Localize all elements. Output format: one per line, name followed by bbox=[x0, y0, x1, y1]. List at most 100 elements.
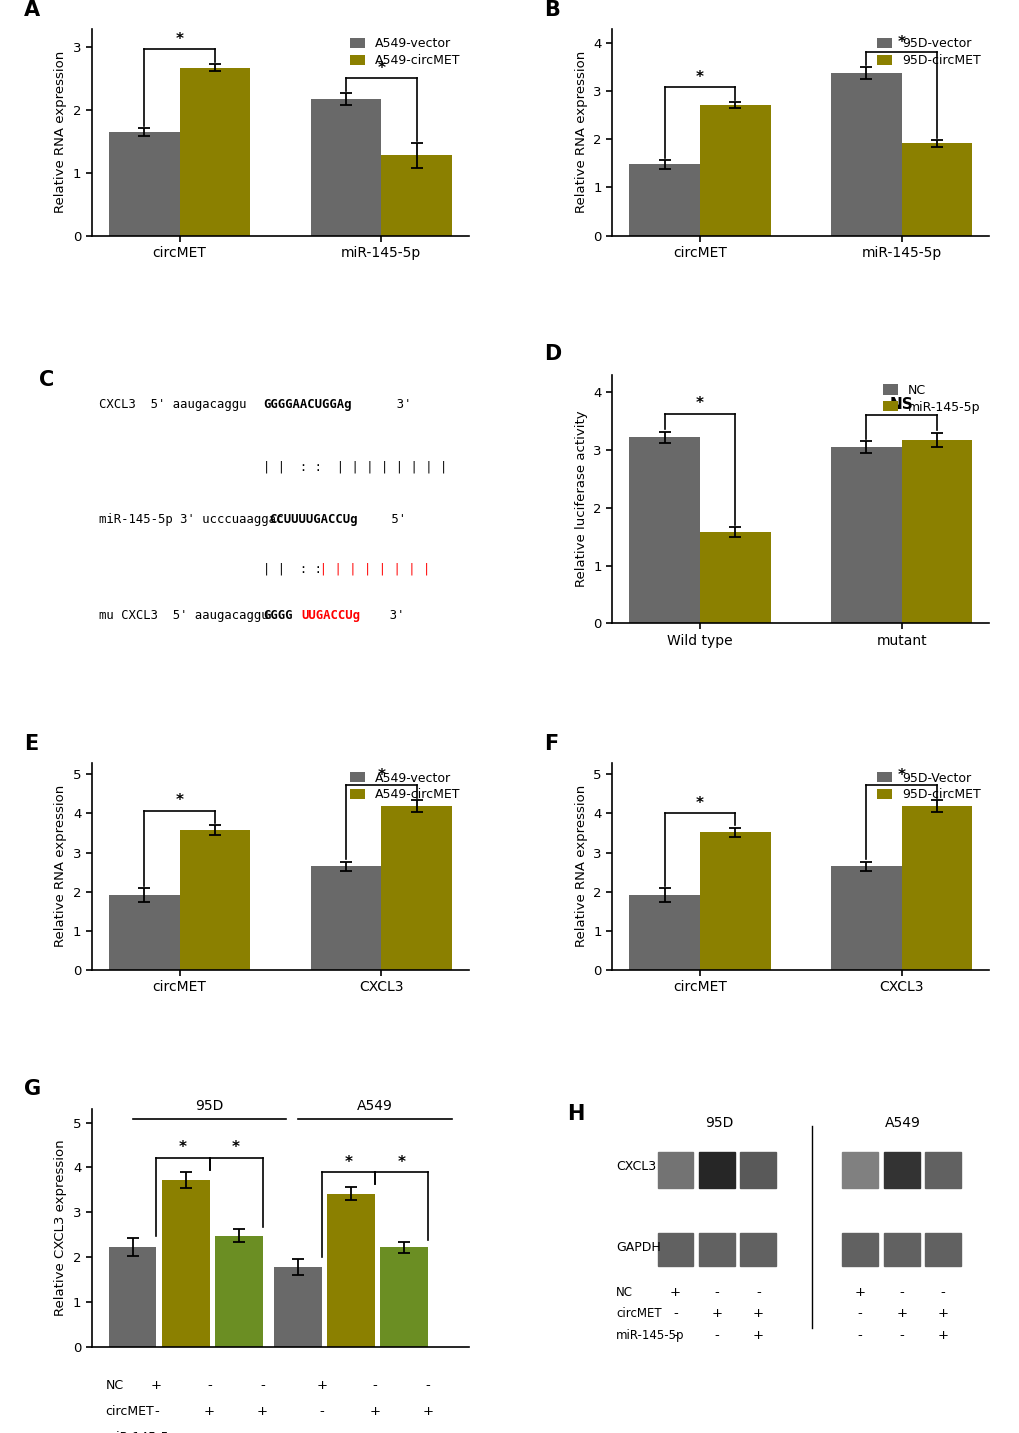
Y-axis label: Relative CXCL3 expression: Relative CXCL3 expression bbox=[54, 1139, 67, 1317]
Bar bbox=[830, 866, 901, 970]
Text: -: - bbox=[857, 1307, 862, 1320]
Y-axis label: Relative RNA expression: Relative RNA expression bbox=[575, 785, 587, 947]
Text: -: - bbox=[260, 1379, 265, 1391]
Text: miR-145-5p 3' ucccuaaggac: miR-145-5p 3' ucccuaaggac bbox=[99, 513, 283, 526]
Bar bbox=[698, 1232, 734, 1267]
Bar bbox=[311, 99, 381, 235]
Bar bbox=[629, 165, 699, 235]
Text: -: - bbox=[154, 1404, 159, 1417]
Text: mu CXCL3  5' aaugacaggu: mu CXCL3 5' aaugacaggu bbox=[99, 609, 269, 622]
Text: miR-145-5p: miR-145-5p bbox=[615, 1328, 684, 1341]
Bar bbox=[109, 894, 179, 970]
Bar bbox=[629, 437, 699, 623]
Text: circMET: circMET bbox=[105, 1404, 154, 1417]
Text: +: + bbox=[669, 1285, 681, 1298]
Text: +: + bbox=[752, 1307, 763, 1320]
Text: -: - bbox=[673, 1307, 678, 1320]
Text: +: + bbox=[369, 1404, 380, 1417]
Text: -: - bbox=[372, 1432, 377, 1433]
Bar bbox=[109, 132, 179, 235]
Text: -: - bbox=[899, 1328, 903, 1341]
Legend: A549-vector, A549-circMET: A549-vector, A549-circMET bbox=[346, 34, 463, 70]
Bar bbox=[179, 830, 250, 970]
Text: 95D: 95D bbox=[195, 1099, 223, 1112]
Text: -: - bbox=[857, 1328, 862, 1341]
Bar bbox=[381, 155, 451, 235]
Text: -: - bbox=[714, 1285, 718, 1298]
Bar bbox=[698, 1152, 734, 1188]
Text: *: * bbox=[695, 397, 703, 411]
Text: +: + bbox=[422, 1432, 433, 1433]
Text: 3': 3' bbox=[374, 609, 404, 622]
Text: H: H bbox=[567, 1105, 584, 1125]
Bar bbox=[657, 1232, 693, 1267]
Text: +: + bbox=[710, 1307, 721, 1320]
Bar bbox=[830, 447, 901, 623]
Text: *: * bbox=[897, 34, 905, 50]
Text: GGGG: GGGG bbox=[263, 609, 292, 622]
Text: -: - bbox=[425, 1379, 430, 1391]
Bar bbox=[109, 1247, 156, 1347]
Y-axis label: Relative RNA expression: Relative RNA expression bbox=[54, 52, 67, 214]
Text: NS: NS bbox=[889, 397, 913, 413]
Text: -: - bbox=[372, 1379, 377, 1391]
Text: *: * bbox=[344, 1155, 353, 1171]
Text: +: + bbox=[151, 1379, 162, 1391]
Text: G: G bbox=[23, 1079, 41, 1099]
Bar bbox=[882, 1232, 919, 1267]
Text: GAPDH: GAPDH bbox=[615, 1241, 660, 1254]
Text: +: + bbox=[204, 1404, 215, 1417]
Bar bbox=[740, 1232, 775, 1267]
Text: | |  : :  | | | | | | | |: | | : : | | | | | | | | bbox=[263, 460, 447, 473]
Text: +: + bbox=[896, 1307, 906, 1320]
Text: +: + bbox=[936, 1307, 948, 1320]
Text: -: - bbox=[673, 1328, 678, 1341]
Bar bbox=[274, 1267, 322, 1347]
Text: GGGGAACUGGAg: GGGGAACUGGAg bbox=[263, 398, 352, 411]
Text: A549: A549 bbox=[883, 1116, 920, 1131]
Text: NC: NC bbox=[105, 1379, 123, 1391]
Text: F: F bbox=[544, 734, 558, 754]
Bar bbox=[699, 833, 769, 970]
Text: +: + bbox=[316, 1379, 327, 1391]
Text: CXCL3  5' aaugacaggu: CXCL3 5' aaugacaggu bbox=[99, 398, 247, 411]
Text: E: E bbox=[23, 734, 38, 754]
Text: CCUUUUGACCUg: CCUUUUGACCUg bbox=[269, 513, 358, 526]
Bar bbox=[924, 1152, 960, 1188]
Bar bbox=[901, 143, 971, 235]
Text: miR-145-5p: miR-145-5p bbox=[105, 1432, 177, 1433]
Text: +: + bbox=[752, 1328, 763, 1341]
Text: +: + bbox=[257, 1432, 268, 1433]
Text: *: * bbox=[897, 768, 905, 782]
Bar bbox=[381, 805, 451, 970]
Bar bbox=[740, 1152, 775, 1188]
Bar bbox=[327, 1194, 375, 1347]
Bar bbox=[882, 1152, 919, 1188]
Y-axis label: Relative RNA expression: Relative RNA expression bbox=[575, 52, 587, 214]
Text: UUGACCUg: UUGACCUg bbox=[301, 609, 360, 622]
Text: +: + bbox=[936, 1328, 948, 1341]
Legend: NC, miR-145-5p: NC, miR-145-5p bbox=[879, 381, 982, 416]
Text: *: * bbox=[175, 32, 183, 47]
Bar bbox=[215, 1235, 262, 1347]
Legend: 95D-vector, 95D-circMET: 95D-vector, 95D-circMET bbox=[873, 34, 982, 70]
Text: NC: NC bbox=[615, 1285, 633, 1298]
Text: *: * bbox=[377, 60, 385, 76]
Text: circMET: circMET bbox=[615, 1307, 661, 1320]
Text: +: + bbox=[854, 1285, 865, 1298]
Text: -: - bbox=[940, 1285, 945, 1298]
Bar bbox=[901, 440, 971, 623]
Text: -: - bbox=[714, 1328, 718, 1341]
Text: *: * bbox=[231, 1141, 239, 1155]
Text: *: * bbox=[175, 794, 183, 808]
Text: +: + bbox=[422, 1404, 433, 1417]
Text: 95D: 95D bbox=[705, 1116, 734, 1131]
Text: -: - bbox=[207, 1432, 212, 1433]
Text: B: B bbox=[544, 0, 559, 20]
Bar bbox=[924, 1232, 960, 1267]
Text: A549: A549 bbox=[357, 1099, 392, 1112]
Bar bbox=[842, 1152, 877, 1188]
Bar bbox=[657, 1152, 693, 1188]
Bar bbox=[699, 105, 769, 235]
Text: | |  : :: | | : : bbox=[263, 562, 322, 575]
